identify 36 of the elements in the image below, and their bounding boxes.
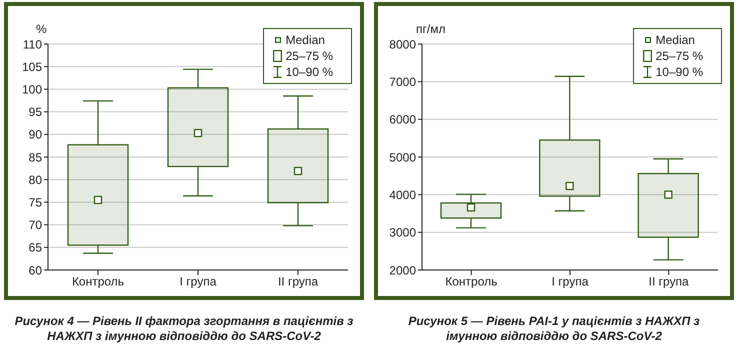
y-tick-label: 4000	[389, 188, 416, 202]
annotation: 25–75 %	[656, 48, 703, 64]
x-tick-label: II група	[648, 274, 690, 289]
annotation: 10–90 %	[286, 64, 333, 80]
text: Рисунок 5 — Рівень PAI-1 у пацієнтів з НАЖХП з імунною відповіддю до SARS-CoV-2	[407, 314, 701, 344]
y-tick-label: 90	[28, 128, 42, 142]
key-box: Median 25–75 % 10–90 %	[632, 28, 722, 84]
y-tick-label: 5000	[389, 150, 416, 164]
x-tick-label: I група	[552, 274, 589, 289]
y-tick-label: 105	[22, 60, 42, 74]
y-tick-label: 60	[28, 263, 42, 278]
y-axis-title: %	[36, 22, 47, 36]
annotation: 25–75 %	[286, 48, 333, 64]
y-tick-label: 100	[22, 82, 42, 96]
y-tick-label: 70	[28, 218, 42, 232]
x-tick-label: Контроль	[72, 274, 124, 289]
y-tick-label: 95	[28, 105, 42, 120]
key-box: Median 25–75 % 10–90 %	[262, 28, 352, 84]
y-tick-label: 80	[28, 172, 42, 187]
y-tick-label: 3000	[389, 226, 416, 240]
x-tick-label: I група	[180, 274, 217, 289]
annotation: 10–90 %	[656, 64, 703, 80]
x-tick-label: II група	[278, 274, 318, 289]
y-tick-label: 7000	[389, 74, 416, 89]
annotation: Median	[656, 32, 695, 48]
y-tick-label: 6000	[389, 112, 416, 127]
y-axis-title: пг/мл	[416, 22, 446, 36]
annotation: Median	[286, 32, 325, 48]
y-tick-label: 8000	[389, 37, 416, 52]
y-tick-label: 110	[22, 37, 42, 52]
text: Рисунок 4 — Рівень II фактора згортання в пацієнтів з НАЖХП з імунною відповіддю до SARS-CoV-2	[14, 314, 354, 344]
y-tick-label: 85	[28, 150, 42, 164]
y-tick-label: 65	[28, 240, 42, 255]
y-tick-label: 2000	[389, 263, 416, 278]
x-tick-label: Контроль	[445, 274, 498, 289]
y-tick-label: 75	[28, 195, 42, 210]
